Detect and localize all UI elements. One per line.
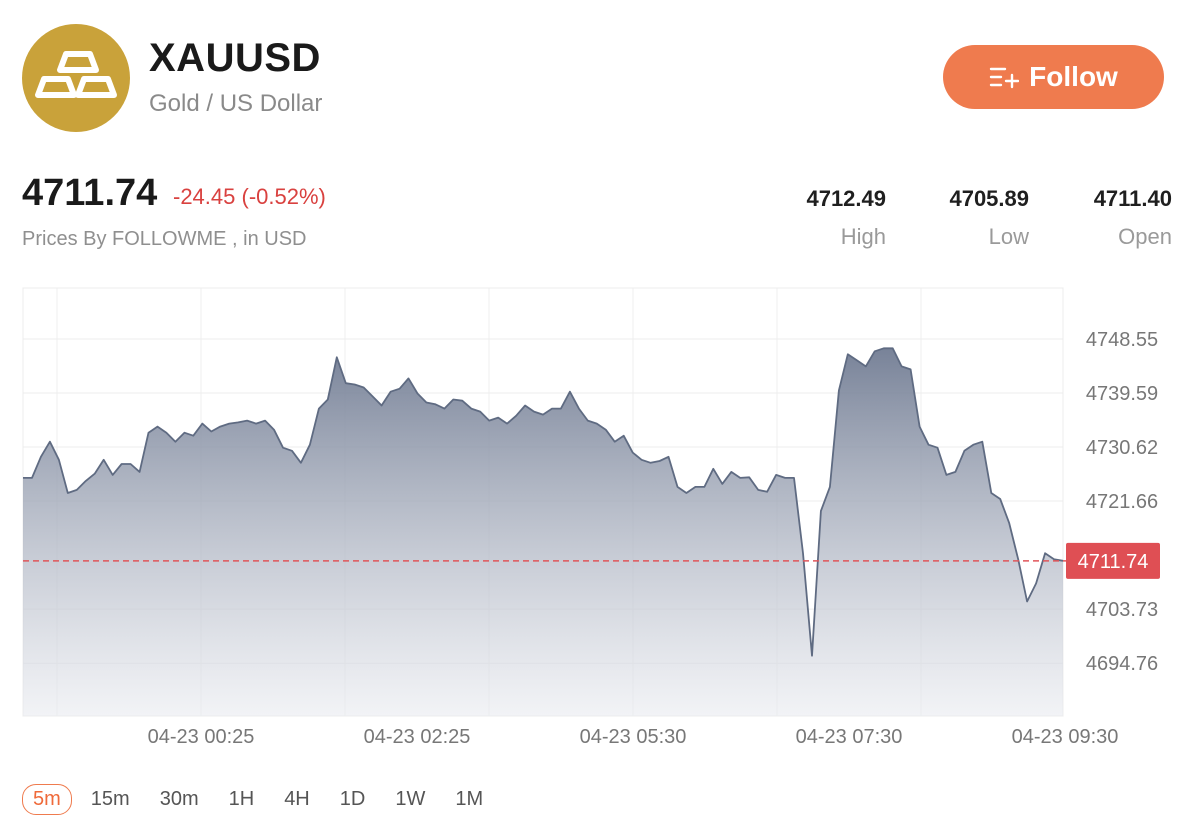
interval-1h[interactable]: 1H (228, 788, 255, 810)
x-tick-label: 04-23 05:30 (580, 726, 687, 748)
x-tick-label: 04-23 09:30 (1012, 726, 1119, 748)
current-price: 4711.74 (22, 172, 158, 214)
y-tick-label: 4730.62 (1086, 437, 1158, 459)
price-area (23, 348, 1063, 716)
stat-low: 4705.89 Low (949, 186, 1029, 250)
price-line (23, 347, 1064, 657)
interval-30m[interactable]: 30m (159, 788, 199, 810)
x-tick-label: 04-23 07:30 (796, 726, 903, 748)
stat-high: 4712.49 High (806, 186, 886, 250)
x-tick-label: 04-23 00:25 (148, 726, 255, 748)
current-price-badge-label: 4711.74 (1078, 551, 1149, 573)
price-chart[interactable]: 4748.55 4739.59 4730.62 4721.66 4703.73 4694.… (0, 280, 1192, 760)
interval-1d[interactable]: 1D (339, 788, 366, 810)
y-tick-label: 4694.76 (1086, 653, 1158, 675)
gold-logo (22, 24, 130, 132)
stat-high-label: High (840, 224, 886, 249)
add-list-icon (989, 67, 1020, 89)
symbol-title: XAUUSD (149, 36, 321, 80)
current-price-badge (1066, 542, 1160, 579)
follow-button-label: Follow (1029, 61, 1118, 92)
stat-open-label: Open (1118, 224, 1172, 249)
stat-open: 4711.40 Open (1094, 186, 1172, 250)
stat-low-value: 4705.89 (949, 186, 1029, 211)
stat-open-value: 4711.40 (1093, 186, 1172, 211)
interval-15m[interactable]: 15m (90, 788, 130, 810)
interval-1w[interactable]: 1W (395, 788, 426, 810)
y-tick-label: 4721.66 (1086, 491, 1158, 513)
stat-high-value: 4712.49 (806, 186, 886, 211)
interval-4h[interactable]: 4H (284, 788, 310, 810)
follow-button[interactable]: Follow (943, 45, 1164, 109)
price-change: -24.45 (-0.52%) (173, 184, 326, 209)
gold-bars-icon (35, 51, 117, 98)
price-source: Prices By FOLLOWME , in USD (22, 228, 307, 250)
x-tick-label: 04-23 02:25 (364, 726, 471, 748)
y-tick-label: 4703.73 (1086, 599, 1158, 621)
y-tick-label: 4748.55 (1086, 329, 1158, 351)
interval-selector: 5m 15m 30m 1H 4H 1D 1W 1M (22, 784, 502, 815)
y-tick-label: 4739.59 (1086, 383, 1158, 405)
stat-low-label: Low (988, 224, 1029, 249)
interval-5m[interactable]: 5m (22, 784, 72, 815)
symbol-name: Gold / US Dollar (149, 90, 323, 117)
interval-1m[interactable]: 1M (455, 788, 484, 810)
